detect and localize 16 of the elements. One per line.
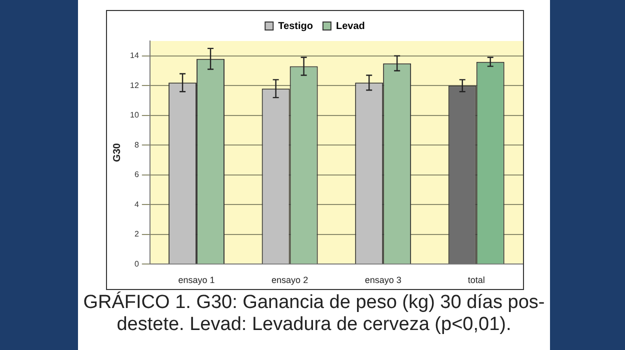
y-tick-label: 2 xyxy=(134,230,140,239)
legend-label: Testigo xyxy=(278,20,313,32)
x-tick-label: total xyxy=(468,275,485,286)
y-tick-label: 0 xyxy=(134,259,140,268)
y-tick-label: 8 xyxy=(134,140,140,150)
y-tick-label: 6 xyxy=(134,170,140,180)
x-tick-label: ensayo 3 xyxy=(364,275,402,286)
y-tick-label: 4 xyxy=(134,200,140,209)
y-tick-label: 10 xyxy=(130,110,140,120)
y-tick-label: 14 xyxy=(130,51,140,60)
y-axis-title: G30 xyxy=(112,142,123,162)
x-tick-label: ensayo 1 xyxy=(178,275,215,286)
text: GRÁFICO 1. G30: Ganancia de peso (kg) 30 días pos-destete. Levad: Levadura de cerveza (p<0,01). xyxy=(82,292,546,336)
legend-label: Levad xyxy=(336,20,365,32)
y-tick-label: 12 xyxy=(130,80,140,90)
x-tick-label: ensayo 2 xyxy=(272,275,308,286)
